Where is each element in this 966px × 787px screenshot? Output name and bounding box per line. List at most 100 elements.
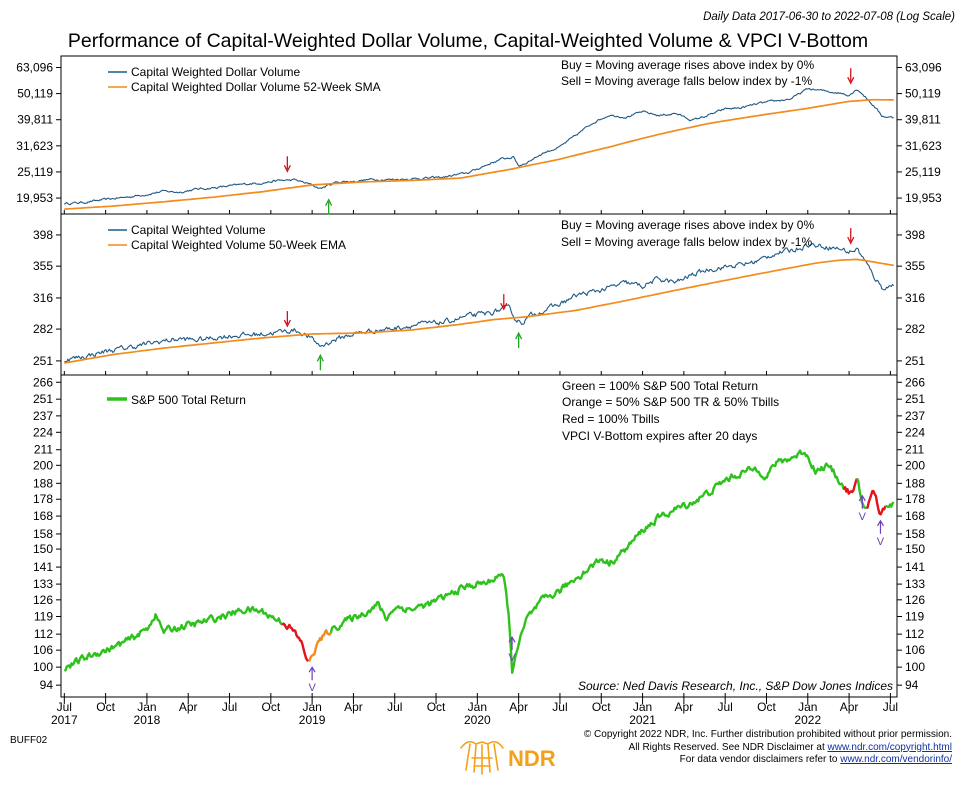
panel2-ylabel-left: 398 — [33, 228, 53, 242]
xaxis-month-label: Apr — [344, 700, 363, 714]
sell-arrow-head-icon — [847, 236, 855, 245]
xaxis-month-label: Jan — [302, 700, 321, 714]
xaxis-month-label: Jan — [633, 700, 652, 714]
sp500-segment-green — [855, 477, 867, 510]
v-bottom-label: V — [508, 652, 516, 664]
panel3-ylabel-right: 251 — [905, 392, 925, 406]
sp500-segment-red — [865, 489, 887, 516]
xaxis-month-label: Apr — [509, 700, 528, 714]
panel1-legend-ma: Capital Weighted Dollar Volume 52-Week S… — [131, 80, 381, 94]
panel3-ylabel-left: 188 — [33, 476, 53, 490]
panel3-ylabel-left: 141 — [33, 560, 53, 574]
xaxis-month-label: Jan — [137, 700, 156, 714]
panel3-note-red: Red = 100% Tbills — [562, 412, 660, 426]
panel2-ylabel-left: 316 — [33, 291, 53, 305]
panel3-ylabel-left: 150 — [33, 542, 53, 556]
panel3-ylabel-right: 237 — [905, 409, 925, 423]
panel1-ylabel-right: 31,623 — [905, 139, 942, 153]
panel1-note-buy: Buy = Moving average rises above index b… — [561, 58, 814, 72]
panel3-legend-sp500: S&P 500 Total Return — [131, 393, 246, 407]
panel2-ylabel-right: 316 — [905, 291, 925, 305]
panel3-ylabel-left: 126 — [33, 593, 53, 607]
panel3-note-orange: Orange = 50% S&P 500 TR & 50% Tbills — [562, 395, 779, 409]
panel3-ylabel-right: 200 — [905, 458, 925, 472]
panel1-series-index — [63, 88, 894, 206]
panel3-ylabel-right: 178 — [905, 492, 925, 506]
copyright-link[interactable]: www.ndr.com/copyright.html — [827, 741, 953, 753]
ndr-logo: NDR — [460, 740, 556, 775]
panel3-ylabel-right: 150 — [905, 542, 925, 556]
bull-bear-logo-icon — [460, 740, 504, 775]
panel3-ylabel-right: 168 — [905, 509, 925, 523]
ndr-logo-text: NDR — [508, 746, 556, 771]
panel3-ylabel-left: 168 — [33, 509, 53, 523]
vendor-info-link[interactable]: www.ndr.com/vendorinfo/ — [840, 754, 952, 765]
xaxis-month-label: Jul — [387, 700, 402, 714]
buy-arrow-head-icon — [316, 353, 324, 362]
footer-rights-text: All Rights Reserved. See NDR Disclaimer … — [628, 741, 828, 753]
xaxis-year-label: 2021 — [629, 713, 656, 727]
panel3-ylabel-left: 119 — [34, 609, 53, 623]
v-bottom-arrow-head-icon — [858, 494, 866, 502]
panel3-ylabel-right: 119 — [905, 609, 924, 623]
footer-rights: All Rights Reserved. See NDR Disclaimer … — [584, 742, 952, 755]
sell-arrow-head-icon — [847, 76, 855, 85]
sell-arrow-head-icon — [283, 319, 291, 328]
xaxis-month-label: Jul — [57, 700, 72, 714]
panel1-ylabel-right: 25,119 — [905, 165, 941, 179]
panel3-ylabel-left: 251 — [33, 392, 53, 406]
panel2-ylabel-left: 282 — [33, 322, 53, 336]
panel3-ylabel-left: 266 — [33, 375, 53, 389]
panel3-ylabel-left: 224 — [33, 425, 53, 439]
panel2-ylabel-right: 398 — [905, 228, 925, 242]
panel2-ylabel-right: 282 — [905, 322, 925, 336]
xaxis-month-label: Oct — [427, 700, 446, 714]
source-note: Source: Ned Davis Research, Inc., S&P Do… — [578, 679, 893, 693]
panel2-note-sell: Sell = Moving average falls below index … — [561, 235, 812, 249]
panel1-ylabel-left: 50,119 — [17, 87, 53, 101]
chart-code: BUFF02 — [10, 735, 48, 746]
v-bottom-label: V — [859, 511, 867, 523]
sp500-segment-orange — [308, 629, 332, 663]
xaxis-month-label: Jul — [718, 700, 733, 714]
buy-arrow-head-icon — [325, 198, 333, 206]
panel3-ylabel-right: 141 — [905, 560, 925, 574]
panel2-ylabel-left: 355 — [33, 259, 53, 273]
xaxis-year-label: 2017 — [51, 713, 78, 727]
panel3-ylabel-right: 266 — [905, 375, 925, 389]
panel3-note-vbottom: VPCI V-Bottom expires after 20 days — [562, 429, 757, 443]
xaxis-month-label: Oct — [96, 700, 115, 714]
sp500-segment-green — [63, 605, 284, 672]
xaxis-month-label: Oct — [261, 700, 280, 714]
panel3-frame — [60, 374, 898, 698]
xaxis-month-label: Jul — [552, 700, 567, 714]
panel1-ylabel-left: 31,623 — [16, 139, 53, 153]
xaxis-month-label: Jan — [468, 700, 487, 714]
panel1-ylabel-right: 63,096 — [905, 60, 942, 74]
xaxis-year-label: 2018 — [134, 713, 161, 727]
panel3-ylabel-left: 178 — [33, 492, 53, 506]
sell-arrow-head-icon — [283, 165, 291, 173]
xaxis-month-label: Apr — [675, 700, 694, 714]
panel3-note-green: Green = 100% S&P 500 Total Return — [562, 379, 758, 393]
xaxis-year-label: 2019 — [299, 713, 326, 727]
panel3-ylabel-right: 133 — [905, 577, 925, 591]
v-bottom-label: V — [308, 682, 316, 694]
panel3-ylabel-left: 112 — [34, 627, 53, 641]
panel3-ylabel-right: 112 — [905, 627, 924, 641]
panel1-ylabel-left: 25,119 — [17, 165, 53, 179]
v-bottom-arrow-head-icon — [308, 666, 316, 673]
panel3-ylabel-right: 224 — [905, 425, 925, 439]
sp500-segment-green — [885, 501, 895, 508]
panel3-ylabel-right: 211 — [905, 443, 924, 457]
panel3-ylabel-right: 100 — [905, 660, 925, 674]
xaxis-year-label: 2020 — [464, 713, 491, 727]
xaxis-month-label: Jul — [883, 700, 898, 714]
sp500-segment-red — [842, 477, 859, 495]
panel2-series-moving-average — [64, 258, 894, 364]
footer-copyright: © Copyright 2022 NDR, Inc. Further distr… — [583, 729, 952, 740]
panel2-note-buy: Buy = Moving average rises above index b… — [561, 218, 814, 232]
panel1-legend-index: Capital Weighted Dollar Volume — [131, 65, 301, 79]
panel3-ylabel-right: 158 — [905, 527, 925, 541]
